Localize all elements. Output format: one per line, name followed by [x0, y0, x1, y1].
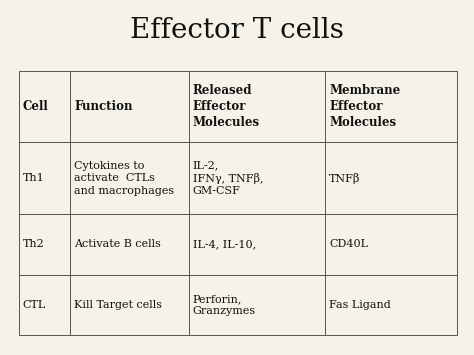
- Text: Fas Ligand: Fas Ligand: [329, 300, 391, 310]
- Bar: [189, 71, 326, 142]
- Bar: [71, 275, 189, 335]
- Bar: [71, 214, 189, 275]
- Text: IL-2,
IFNγ, TNFβ,
GM-CSF: IL-2, IFNγ, TNFβ, GM-CSF: [193, 160, 263, 196]
- Bar: [189, 214, 326, 275]
- Text: Cytokines to
activate  CTLs
and macrophages: Cytokines to activate CTLs and macrophag…: [74, 161, 174, 196]
- Bar: [19, 142, 71, 214]
- Text: Effector T cells: Effector T cells: [130, 17, 344, 44]
- Bar: [326, 142, 457, 214]
- Text: Activate B cells: Activate B cells: [74, 239, 161, 249]
- Text: Perforin,
Granzymes: Perforin, Granzymes: [193, 294, 256, 316]
- Bar: [189, 142, 326, 214]
- Bar: [19, 275, 71, 335]
- Text: IL-4, IL-10,: IL-4, IL-10,: [193, 239, 256, 249]
- Text: Released
Effector
Molecules: Released Effector Molecules: [193, 84, 260, 129]
- Text: Membrane
Effector
Molecules: Membrane Effector Molecules: [329, 84, 401, 129]
- Text: CTL: CTL: [23, 300, 46, 310]
- Text: Th1: Th1: [23, 173, 45, 183]
- Text: CD40L: CD40L: [329, 239, 368, 249]
- Text: TNFβ: TNFβ: [329, 173, 361, 184]
- Bar: [19, 214, 71, 275]
- Bar: [189, 275, 326, 335]
- Text: Th2: Th2: [23, 239, 45, 249]
- Bar: [326, 71, 457, 142]
- Bar: [19, 71, 71, 142]
- Bar: [71, 71, 189, 142]
- Bar: [326, 275, 457, 335]
- Text: Kill Target cells: Kill Target cells: [74, 300, 162, 310]
- Bar: [326, 214, 457, 275]
- Text: Cell: Cell: [23, 100, 48, 113]
- Text: Function: Function: [74, 100, 133, 113]
- Bar: [71, 142, 189, 214]
